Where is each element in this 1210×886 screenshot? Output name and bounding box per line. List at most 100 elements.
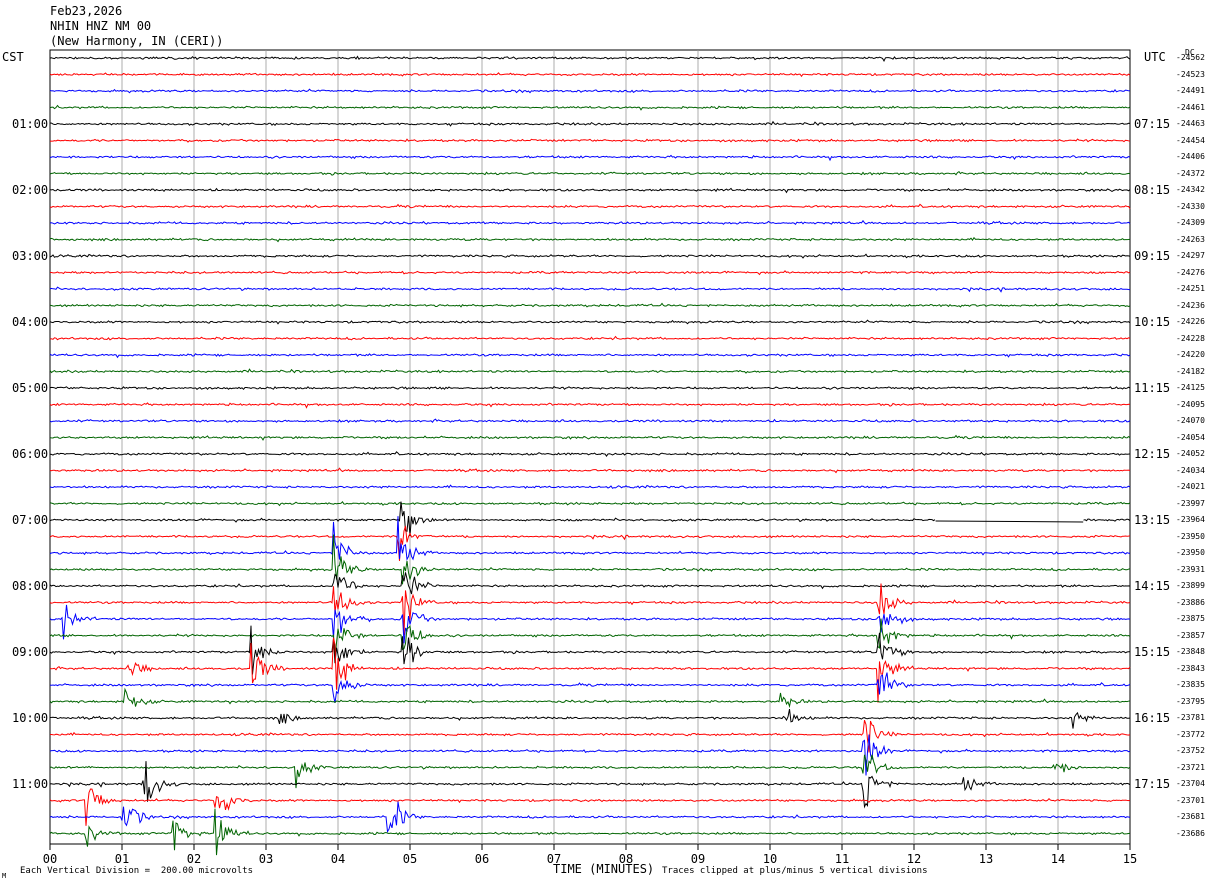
- seismic-trace: [49, 434, 1131, 441]
- seismic-trace: [49, 534, 1131, 585]
- x-axis-ticks: [49, 844, 1131, 850]
- cst-hour-label: 06:00: [12, 447, 49, 461]
- dc-offset-label: -24220: [1176, 350, 1205, 359]
- dc-offset-label: -23752: [1176, 746, 1205, 755]
- dc-offset-label: -23721: [1176, 762, 1205, 772]
- seismic-trace: [49, 788, 1131, 826]
- seismic-trace: [49, 154, 1131, 162]
- trace-group: [49, 55, 1131, 856]
- seismic-trace: [49, 709, 1131, 729]
- x-tick-label: 08: [618, 852, 634, 866]
- seismic-trace: [49, 501, 1131, 536]
- right-timezone: UTC: [1144, 50, 1166, 64]
- x-tick-label: 07: [546, 852, 562, 866]
- dc-offset-label: -23950: [1176, 548, 1205, 557]
- seismic-trace: [49, 270, 1131, 276]
- seismic-trace: [49, 808, 1131, 856]
- utc-hour-label: 16:15: [1134, 711, 1171, 725]
- x-tick-label: 05: [402, 852, 418, 866]
- x-tick-label: 14: [1050, 852, 1066, 866]
- dc-offset-label: -24095: [1176, 399, 1205, 409]
- dc-offset-label: -23681: [1176, 812, 1205, 821]
- dc-offset-label: -24523: [1176, 69, 1205, 79]
- seismic-trace: [49, 501, 1131, 507]
- seismic-trace: [49, 253, 1131, 259]
- seismic-trace: [49, 236, 1131, 243]
- dc-offset-label: -23701: [1176, 795, 1205, 805]
- seismic-trace: [49, 335, 1131, 341]
- seismic-trace: [49, 353, 1131, 359]
- seismic-trace: [49, 120, 1131, 127]
- dc-offset-label: -24562: [1176, 53, 1205, 62]
- dc-offset-label: -23772: [1176, 729, 1205, 739]
- x-tick-label: 13: [978, 852, 994, 866]
- plot-frame: [49, 49, 1131, 845]
- seismic-trace: [49, 604, 1131, 644]
- x-tick-label: 02: [186, 852, 202, 866]
- seismic-trace: [49, 88, 1131, 94]
- utc-hour-label: 08:15: [1134, 183, 1171, 197]
- dc-offset-label: -24276: [1176, 267, 1205, 277]
- utc-hour-label: 09:15: [1134, 249, 1171, 263]
- dc-offset-label: -24342: [1176, 185, 1205, 194]
- x-tick-label: 04: [330, 852, 346, 866]
- scale-note: Each Vertical Division = 200.00 microvol…: [20, 866, 253, 876]
- dc-offset-label: -24070: [1176, 416, 1205, 425]
- x-tick-label: 01: [114, 852, 130, 866]
- cst-hour-label: 02:00: [12, 183, 49, 197]
- station-id: NHIN HNZ NM 00: [50, 19, 152, 33]
- seismic-trace: [49, 618, 1131, 659]
- cst-hour-label: 01:00: [12, 117, 49, 131]
- dc-offset-label: -23997: [1176, 498, 1205, 508]
- dc-offset-label: -24372: [1176, 168, 1205, 178]
- cst-hour-label: 04:00: [12, 315, 49, 329]
- seismic-trace: [49, 525, 1131, 561]
- corner-mark: M: [2, 872, 7, 880]
- utc-hour-label: 14:15: [1134, 579, 1171, 593]
- station-location: (New Harmony, IN (CERI)): [50, 34, 224, 48]
- clip-note: Traces clipped at plus/minus 5 vertical …: [662, 866, 928, 876]
- seismic-trace: [49, 187, 1131, 194]
- dc-offset-label: -24251: [1176, 284, 1205, 293]
- seismic-trace: [49, 687, 1131, 709]
- utc-hour-label: 12:15: [1134, 447, 1171, 461]
- dc-offset-label: -24491: [1176, 86, 1205, 95]
- dc-offset-label: -24021: [1176, 482, 1205, 491]
- dc-offset-label: -24330: [1176, 201, 1205, 211]
- seismic-trace: [50, 720, 1131, 753]
- seismic-trace: [49, 672, 1131, 704]
- chart-date: Feb23,2026: [50, 4, 123, 18]
- seismic-trace: [49, 368, 1131, 374]
- dc-offset-label: -24309: [1176, 218, 1205, 227]
- seismic-trace: [49, 319, 1131, 325]
- dc-header: DC: [1185, 48, 1195, 57]
- dc-offset-label: -24263: [1176, 234, 1205, 244]
- minute-grid: [121, 50, 1059, 844]
- cst-hour-label: 10:00: [12, 711, 49, 725]
- dc-offset-label: -23931: [1176, 564, 1205, 574]
- trace-gap-line: [935, 520, 1084, 523]
- seismic-trace: [49, 754, 1131, 789]
- x-tick-label: 11: [834, 852, 850, 866]
- cst-hour-label: 03:00: [12, 249, 49, 263]
- dc-offset-label: -24236: [1176, 300, 1205, 310]
- dc-offset-label: -23835: [1176, 680, 1205, 689]
- seismic-trace: [49, 572, 1131, 595]
- dc-offset-label: -23843: [1176, 663, 1205, 673]
- dc-offset-label: -24406: [1176, 152, 1205, 161]
- dc-offset-label: -24054: [1176, 432, 1205, 442]
- seismic-trace: [49, 286, 1131, 293]
- utc-hour-label: 11:15: [1134, 381, 1171, 395]
- seismic-trace: [49, 203, 1131, 209]
- x-tick-label: 09: [690, 852, 706, 866]
- x-tick-label: 03: [258, 852, 274, 866]
- x-tick-label: 00: [42, 852, 58, 866]
- dc-offset-label: -24034: [1176, 465, 1205, 475]
- cst-hour-label: 07:00: [12, 513, 49, 527]
- seismic-trace: [49, 402, 1131, 409]
- utc-hour-label: 17:15: [1134, 777, 1171, 791]
- seismic-trace: [49, 761, 1131, 809]
- x-tick-label: 10: [762, 852, 778, 866]
- dc-offset-label: -24182: [1176, 366, 1205, 376]
- seismic-trace: [49, 171, 1131, 176]
